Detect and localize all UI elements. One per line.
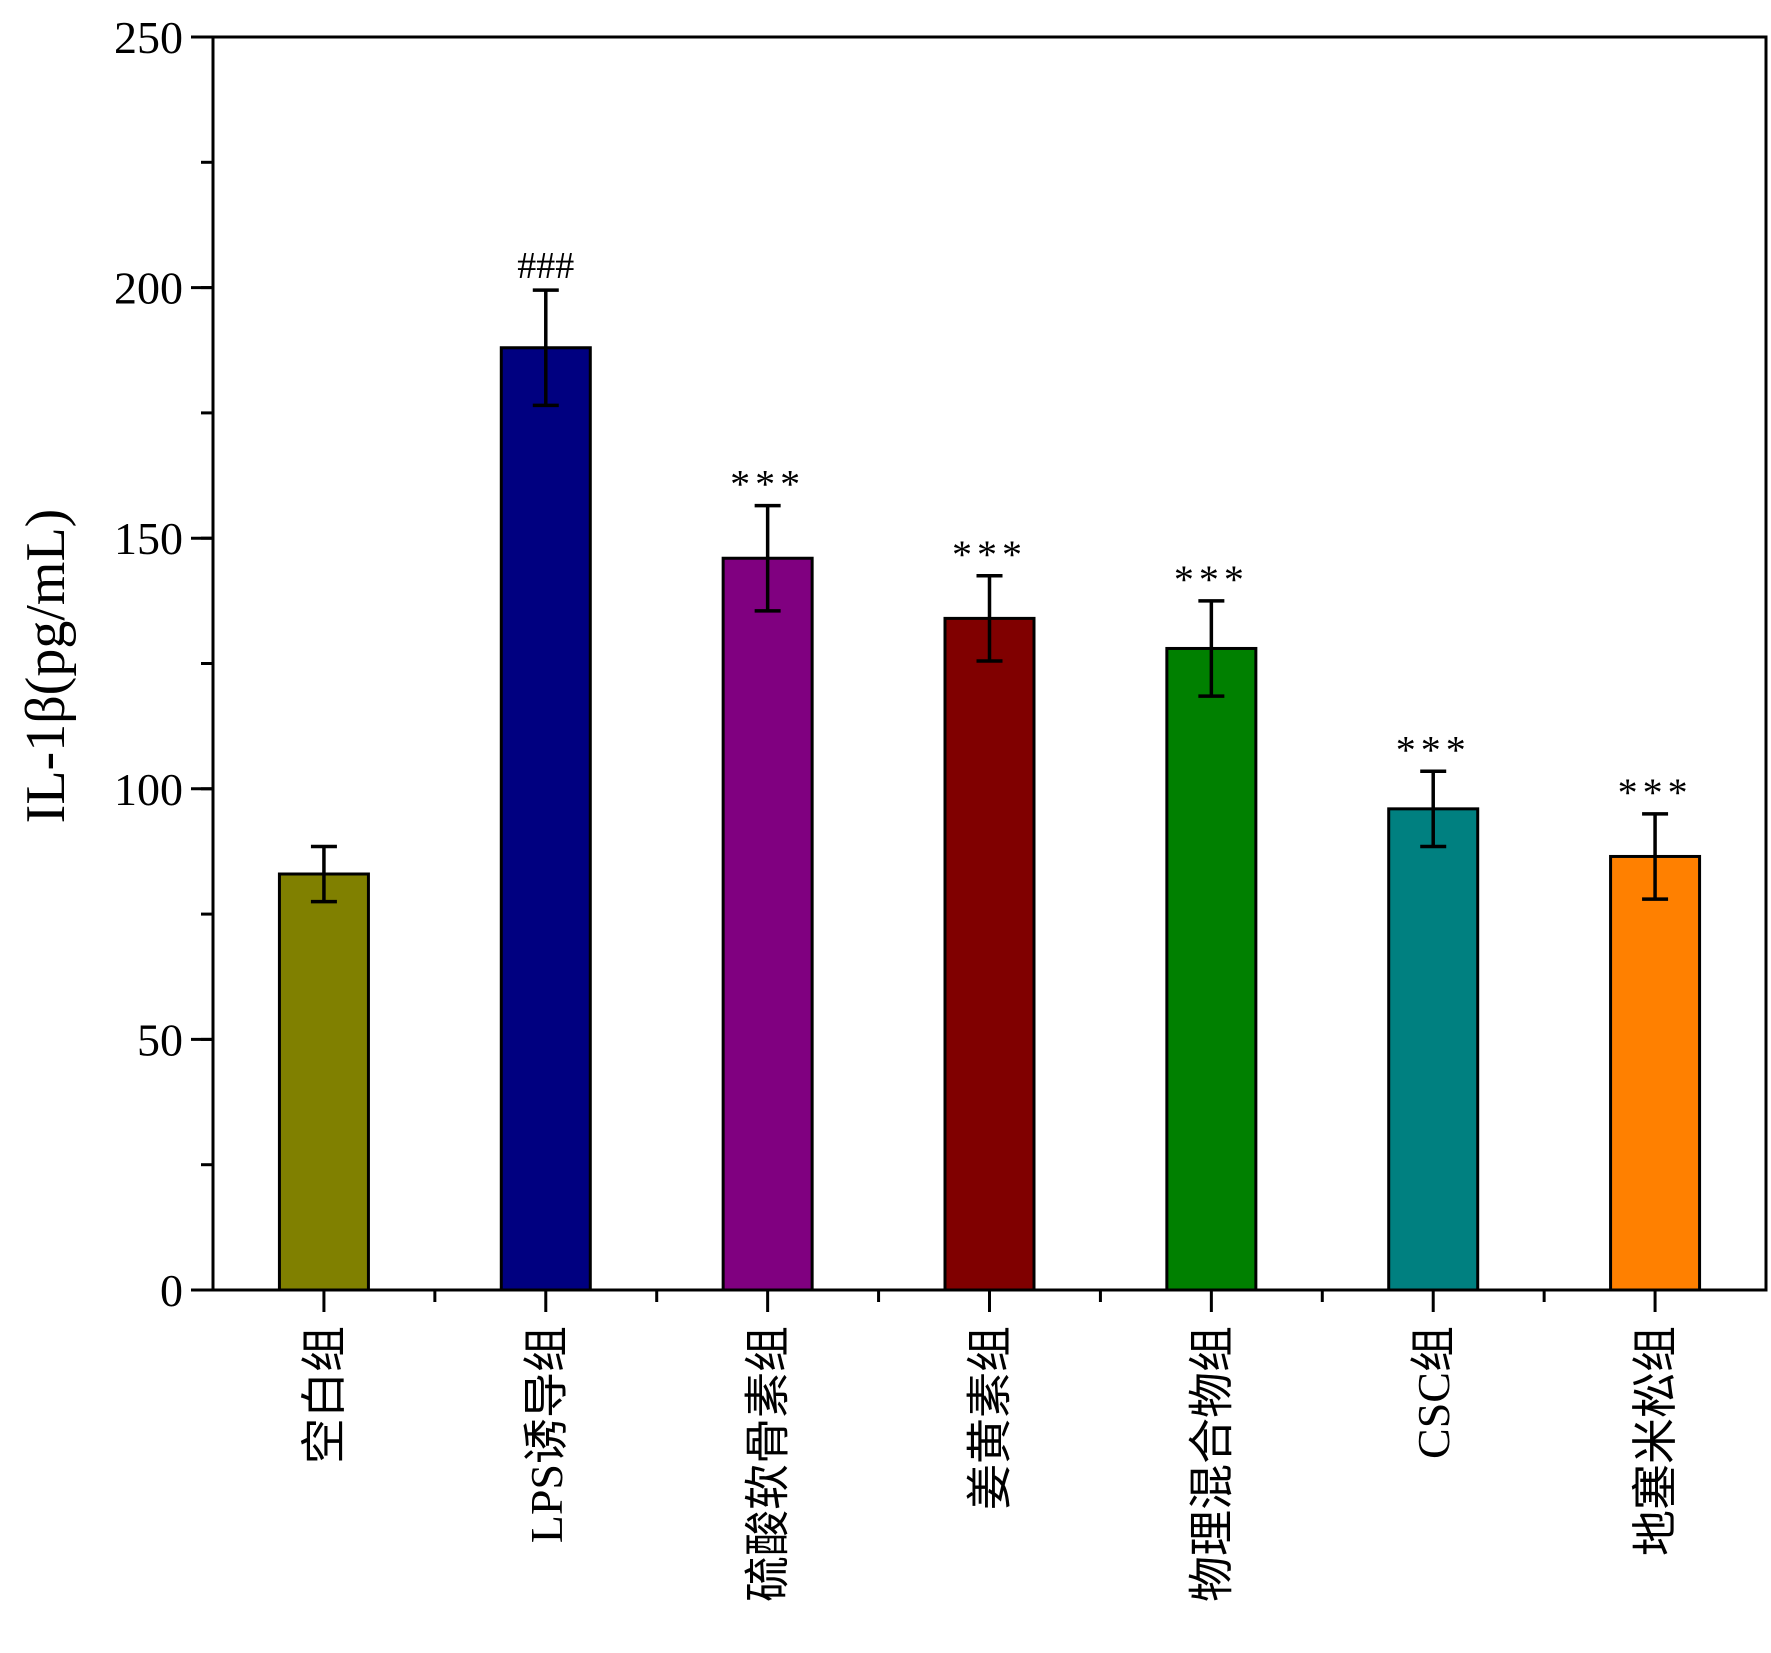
bar — [277, 872, 370, 1292]
bar — [1387, 807, 1480, 1292]
y-tick-label: 50 — [137, 1014, 183, 1065]
x-tick-label: 硫酸软骨素组 — [743, 1326, 794, 1602]
y-tick-label: 100 — [114, 764, 183, 815]
y-axis-label: IL-1β(pg/mL) — [15, 509, 77, 824]
bar — [943, 616, 1036, 1292]
y-tick-label: 0 — [160, 1265, 183, 1316]
significance-label: *** — [952, 532, 1027, 577]
bar — [1165, 646, 1258, 1292]
x-tick-label: 空白组 — [299, 1326, 350, 1464]
y-tick-label: 200 — [114, 263, 183, 314]
bar — [1609, 854, 1702, 1292]
significance-label: *** — [1396, 727, 1471, 772]
x-tick-label: CSC组 — [1408, 1326, 1459, 1459]
significance-label: *** — [1174, 557, 1249, 602]
x-tick-label: 物理混合物组 — [1186, 1326, 1237, 1602]
y-tick-label: 150 — [114, 513, 183, 564]
x-tick-label: 姜黄素组 — [965, 1326, 1016, 1510]
bar — [721, 556, 814, 1292]
bar — [499, 346, 592, 1292]
significance-label: ### — [517, 245, 574, 287]
significance-label: *** — [1618, 770, 1693, 815]
x-tick-label: 地塞米松组 — [1630, 1326, 1681, 1556]
x-tick-label: LPS诱导组 — [521, 1326, 572, 1543]
y-tick-label: 250 — [114, 12, 183, 63]
significance-label: *** — [730, 462, 805, 507]
